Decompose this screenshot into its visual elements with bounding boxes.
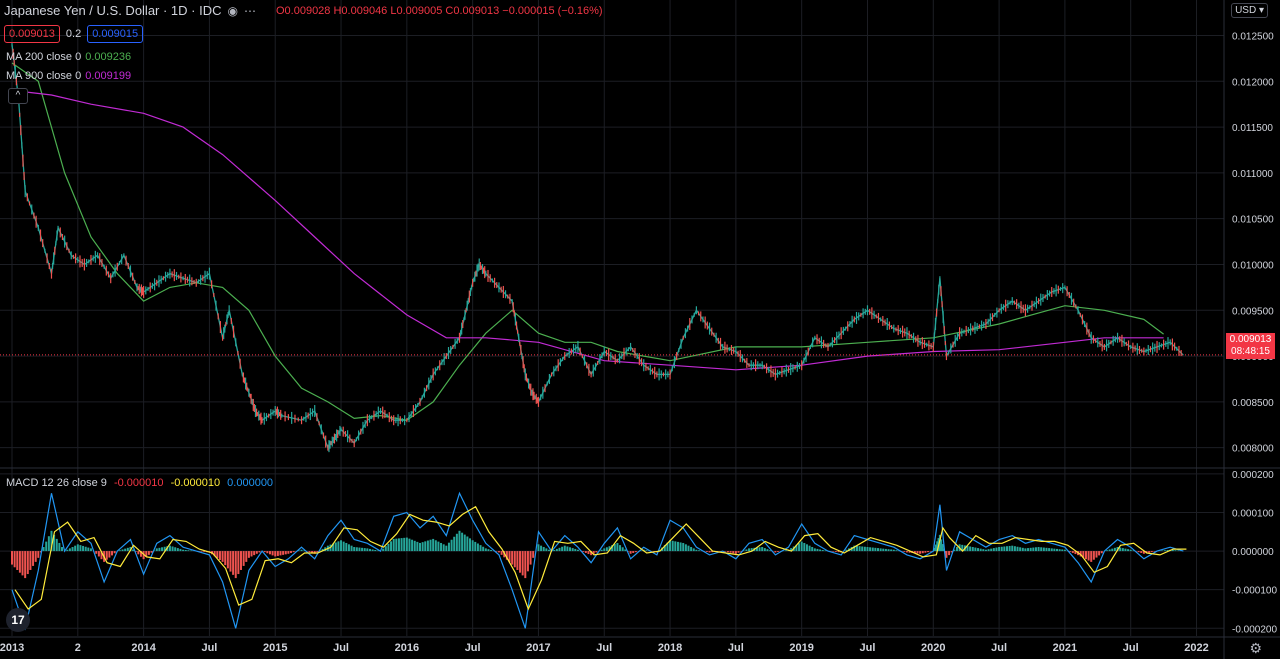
macd-y-tick-label: -0.000200 xyxy=(1232,624,1277,635)
eye-icon[interactable]: ◉ xyxy=(227,3,238,18)
tradingview-logo[interactable]: 17 xyxy=(6,608,30,632)
ma900-value: 0.009199 xyxy=(85,70,132,82)
y-tick-label: 0.010500 xyxy=(1232,215,1274,226)
x-tick-label: Jul xyxy=(860,642,876,654)
y-tick-label: 0.012000 xyxy=(1232,77,1274,88)
ma200-line xyxy=(11,62,1164,421)
ohlc-readout: O0.009028 H0.009046 L0.009005 C0.009013 … xyxy=(275,4,603,17)
macd-hist-value: -0.000010 xyxy=(113,477,164,489)
macd-legend[interactable]: MACD 12 26 close 9 -0.000010 -0.000010 0… xyxy=(6,477,277,489)
currency-label: USD xyxy=(1235,5,1257,16)
macd-signal-value: -0.000010 xyxy=(170,477,221,489)
spread-value: 0.2 xyxy=(65,28,82,40)
y-tick-label: 0.011000 xyxy=(1232,169,1273,180)
x-tick-label: 2016 xyxy=(395,642,419,654)
y-tick-label: 0.008500 xyxy=(1232,398,1274,409)
macd-y-tick-label: 0.000100 xyxy=(1232,508,1274,519)
ma200-value: 0.009236 xyxy=(85,51,132,63)
x-tick-label: Jul xyxy=(201,642,217,654)
macd-label: MACD 12 26 close 9 xyxy=(6,477,107,489)
last-price: 0.009013 xyxy=(1229,334,1272,345)
bar-countdown: 08:48:15 xyxy=(1231,346,1270,357)
macd-value: 0.000000 xyxy=(227,477,274,489)
x-tick-label: 2017 xyxy=(526,642,550,654)
macd-signal-line xyxy=(14,505,1187,611)
chart-header: Japanese Yen / U.S. Dollar · 1D · IDC ◉ … xyxy=(4,3,603,18)
x-tick-label: 2022 xyxy=(1184,642,1208,654)
x-tick-label: 2021 xyxy=(1053,642,1077,654)
y-tick-label: 0.009500 xyxy=(1232,306,1274,317)
y-tick-label: 0.011500 xyxy=(1232,123,1273,134)
ma200-label: MA 200 close 0 xyxy=(6,51,82,63)
x-tick-label: 2 xyxy=(75,642,81,654)
symbol-title[interactable]: Japanese Yen / U.S. Dollar · 1D · IDC xyxy=(4,3,222,18)
collapse-legend-button[interactable]: ^ xyxy=(8,88,28,104)
bid-price-button[interactable]: 0.009013 xyxy=(4,25,60,43)
y-tick-label: 0.012500 xyxy=(1232,31,1274,42)
x-tick-label: Jul xyxy=(991,642,1007,654)
x-tick-label: 2015 xyxy=(263,642,287,654)
x-tick-label: 2013 xyxy=(0,642,24,654)
macd-y-tick-label: 0.000000 xyxy=(1232,547,1274,558)
ma900-legend[interactable]: MA 900 close 0 0.009199 xyxy=(6,70,131,82)
last-price-tag: 0.009013 08:48:15 xyxy=(1226,333,1275,359)
x-tick-label: Jul xyxy=(728,642,744,654)
macd-line xyxy=(11,491,1184,631)
x-tick-label: Jul xyxy=(1123,642,1139,654)
macd-y-tick-label: 0.000200 xyxy=(1232,470,1274,481)
ma900-line xyxy=(11,89,1164,371)
x-tick-label: 2020 xyxy=(921,642,945,654)
x-tick-label: Jul xyxy=(596,642,612,654)
x-tick-label: Jul xyxy=(333,642,349,654)
more-icon[interactable]: ⋯ xyxy=(243,3,256,18)
ask-price-button[interactable]: 0.009015 xyxy=(87,25,144,43)
ma900-label: MA 900 close 0 xyxy=(6,70,82,82)
price-line xyxy=(11,44,1184,450)
quote-pills: 0.009013 0.2 0.009015 xyxy=(4,25,144,43)
x-tick-label: 2014 xyxy=(131,642,156,654)
ma200-legend[interactable]: MA 200 close 0 0.009236 xyxy=(6,51,131,63)
x-tick-label: 2018 xyxy=(658,642,682,654)
currency-selector[interactable]: USD ▾ xyxy=(1231,3,1268,18)
x-tick-label: 2019 xyxy=(789,642,813,654)
x-tick-label: Jul xyxy=(465,642,481,654)
macd-y-tick-label: -0.000100 xyxy=(1232,586,1277,597)
y-tick-label: 0.010000 xyxy=(1232,260,1274,271)
gear-icon[interactable]: ⚙ xyxy=(1249,640,1262,656)
y-tick-label: 0.008000 xyxy=(1232,444,1274,455)
